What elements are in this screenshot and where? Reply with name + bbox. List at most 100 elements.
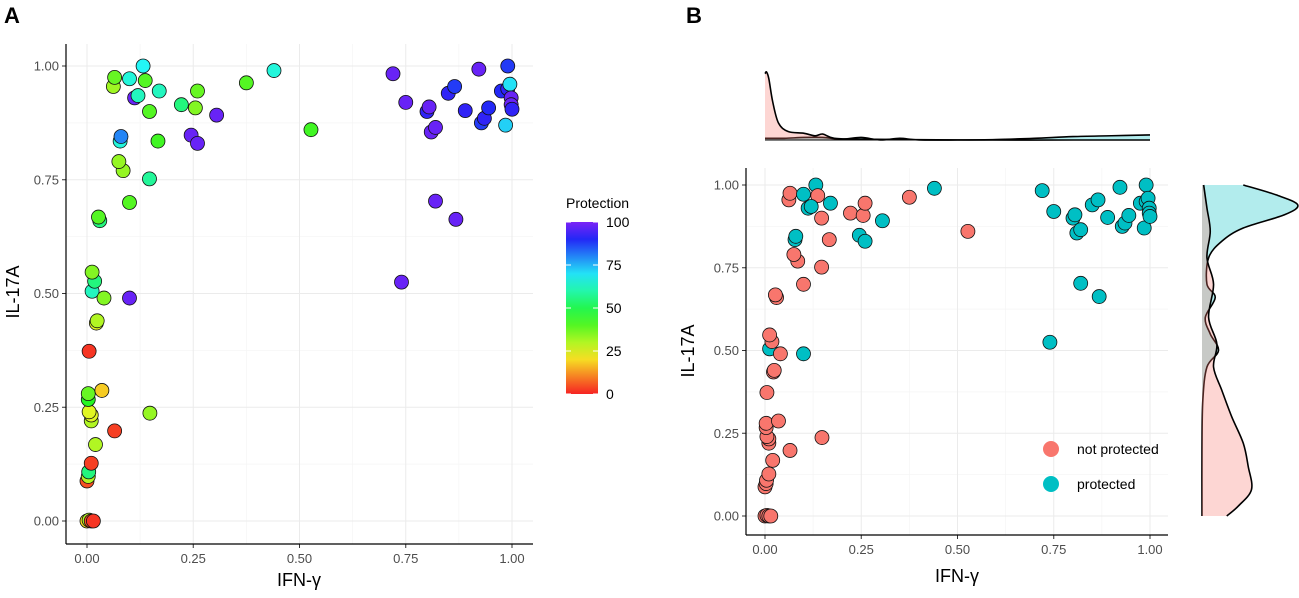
panel-a-data-point [135, 58, 151, 74]
panel-b-data-point [814, 210, 829, 226]
panel-b-data-point [796, 276, 811, 292]
panel-a-data-point [142, 104, 157, 119]
panel-b-data-point [1042, 334, 1058, 350]
panel-b-data-point [960, 223, 976, 239]
panel-a-data-point [80, 386, 96, 402]
panel-a-data-point [81, 404, 97, 420]
panel-b-data-point [814, 259, 829, 275]
panel-a-data-point [471, 61, 487, 77]
panel-a-data-point [151, 83, 167, 99]
panel-a-data-point [428, 193, 443, 209]
panel-b-data-point [788, 228, 804, 244]
panel-a-data-point [84, 264, 100, 280]
panel-a-data-point [130, 88, 146, 103]
colorbar-title: Protection [566, 195, 629, 211]
colorbar-tick-label: 25 [606, 343, 622, 359]
panel-b-points [757, 177, 1158, 524]
panel-a-y-tick-label: 0.75 [34, 172, 59, 187]
panel-a-y-tick-label: 0.25 [34, 400, 59, 415]
panel-b-data-point [875, 213, 890, 229]
panel-b-data-point [758, 415, 774, 431]
panel-a-data-point [142, 171, 157, 187]
panel-b-data-point [843, 205, 858, 221]
panel-b-data-point [796, 186, 811, 202]
panel-a-data-point [81, 343, 97, 359]
legend-key-not-protected [1043, 441, 1059, 457]
panel-a-data-point [190, 83, 205, 99]
panel-a-data-point [91, 209, 106, 225]
panel-b-data-point [927, 180, 942, 196]
panel-b-data-point [1073, 275, 1089, 291]
panel-a-x-tick-label: 0.75 [393, 551, 418, 566]
panel-a-points [79, 58, 520, 529]
panel-b-data-point [796, 346, 811, 362]
panel-b-data-point [1073, 222, 1089, 238]
panel-b-data-point [814, 430, 830, 445]
panel-b-data-point [761, 466, 777, 482]
panel-a-data-point [113, 129, 129, 144]
panel-b-data-point [823, 195, 838, 211]
panel-b-x-tick-label: 0.25 [849, 542, 874, 557]
panel-a-data-point [150, 133, 166, 149]
panel-a-data-point [137, 73, 153, 88]
protection-colorbar: Protection 0 25 50 75 100 [566, 195, 630, 402]
panel-a-data-point [398, 95, 414, 110]
panel-a-data-point [173, 97, 189, 113]
panel-b-data-point [1091, 289, 1107, 304]
panel-a-x-tick-label: 0.00 [74, 551, 99, 566]
panel-b-data-point [767, 287, 783, 303]
x-density-not-protected-line [764, 71, 1150, 141]
panel-a-data-point [428, 120, 443, 135]
panel-a-data-point [303, 122, 319, 138]
panel-a-data-point [498, 117, 514, 133]
panel-b-data-point [857, 233, 873, 249]
panel-a-data-point [85, 513, 101, 529]
panel-a-data-point [457, 103, 473, 118]
panel-b-data-point [759, 385, 775, 400]
panel-b-x-axis-title: IFN-γ [935, 566, 979, 586]
panel-a-data-point [209, 107, 225, 123]
panel-b-data-point [1138, 177, 1154, 193]
panel-b-data-point [762, 327, 778, 343]
panel-b-data-point [810, 188, 826, 203]
panel-b-x-tick-label: 1.00 [1137, 542, 1162, 557]
panel-b-y-marginal-density [1201, 184, 1299, 517]
panel-a-scatter: 0.00 0.25 0.50 0.75 1.00 0.00 0.25 0.50 0.75 1.00… [3, 44, 630, 590]
panel-b-data-point [766, 362, 782, 378]
panel-b-x-tick-label: 0.00 [752, 542, 777, 557]
panel-a-x-axis-title: IFN-γ [277, 570, 321, 590]
panel-b-label: B [686, 3, 702, 28]
colorbar-tick-label: 0 [606, 386, 614, 402]
panel-b-data-point [771, 413, 786, 429]
panel-a-grid [66, 44, 533, 544]
panel-a-data-point [502, 76, 518, 92]
y-density-protected-fill [1201, 185, 1298, 516]
panel-b-data-point [782, 443, 798, 458]
legend-key-protected [1043, 476, 1059, 492]
panel-b-data-point [1112, 179, 1128, 195]
panel-a-data-point [89, 313, 105, 329]
panel-b-y-tick-label: 0.50 [714, 343, 739, 358]
panel-b-y-tick-label: 0.75 [714, 260, 739, 275]
panel-b-data-point [855, 208, 871, 223]
panel-b-data-point [901, 189, 917, 205]
panel-b-scatter: 0.00 0.25 0.50 0.75 1.00 0.00 0.25 0.50 0.75 1.00… [678, 71, 1299, 586]
y-density-not-protected-line [1202, 184, 1253, 517]
panel-b-y-tick-label: 1.00 [714, 178, 739, 193]
panel-a-data-point [107, 423, 123, 439]
panel-b-x-tick-label: 0.50 [945, 542, 970, 557]
colorbar-tick-label: 50 [606, 300, 622, 316]
panel-a-x-tick-label: 0.25 [181, 551, 206, 566]
panel-a-data-point [122, 195, 137, 210]
panel-a-y-axis-title: IL-17A [3, 265, 23, 318]
panel-a-data-point [111, 154, 127, 169]
panel-a-data-point [107, 69, 123, 85]
panel-b-data-point [1067, 207, 1083, 223]
panel-b-data-point [1034, 183, 1050, 199]
y-density-not-protected-fill [1202, 185, 1252, 516]
panel-a-y-tick-label: 0.00 [34, 514, 59, 529]
panel-a-data-point [421, 99, 437, 115]
panel-b-data-point [1142, 209, 1158, 224]
colorbar-bar [566, 222, 598, 394]
